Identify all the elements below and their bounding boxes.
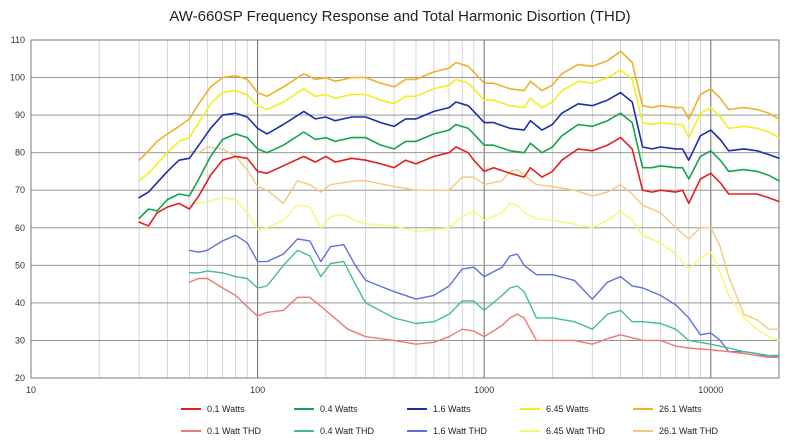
legend-item: 1.6 Watt THD	[407, 424, 487, 438]
legend-item: 0.4 Watts	[294, 402, 358, 416]
y-tick-label: 50	[15, 260, 25, 270]
y-tick-label: 110	[11, 35, 25, 45]
y-tick-label: 80	[15, 148, 25, 158]
legend-swatch	[294, 408, 314, 410]
chart-title: AW-660SP Frequency Response and Total Ha…	[169, 8, 631, 25]
series-line	[138, 136, 780, 227]
series-line	[138, 50, 780, 161]
series-layer	[138, 50, 780, 358]
axis-layer: 20 30 40 50 60 70 80 90 100 110 10 100 1000 10000	[10, 35, 723, 395]
series-line	[138, 91, 780, 199]
series-line	[188, 234, 780, 358]
legend-item: 0.4 Watt THD	[294, 424, 374, 438]
legend-label: 26.1 Watt THD	[659, 426, 719, 436]
legend-label: 1.6 Watts	[433, 404, 471, 414]
legend-item: 0.1 Watt THD	[181, 424, 261, 438]
y-tick-label: 60	[15, 223, 25, 233]
legend-label: 1.6 Watt THD	[433, 426, 488, 436]
grid-layer	[30, 39, 780, 379]
series-line	[138, 112, 780, 220]
legend-row: 0.1 Watt THD 0.4 Watt THD 1.6 Watt THD 6.45…	[0, 424, 800, 440]
legend-item: 6.45 Watts	[520, 402, 589, 416]
series-line	[188, 249, 780, 357]
legend-label: 6.45 Watt THD	[546, 426, 606, 436]
legend-swatch	[181, 430, 201, 432]
legend-swatch	[520, 430, 540, 432]
legend-swatch	[633, 408, 653, 410]
legend-row: 0.1 Watts 0.4 Watts 1.6 Watts 6.45 Watts 26.…	[0, 402, 800, 418]
y-tick-label: 40	[15, 298, 25, 308]
legend-swatch	[520, 408, 540, 410]
legend-swatch	[407, 408, 427, 410]
legend-label: 26.1 Watts	[659, 404, 702, 414]
y-tick-label: 90	[15, 110, 25, 120]
legend-item: 6.45 Watt THD	[520, 424, 605, 438]
plot-area	[31, 40, 779, 378]
series-line	[188, 277, 780, 358]
legend-label: 0.4 Watts	[320, 404, 358, 414]
x-tick-label: 100	[250, 385, 265, 395]
x-tick-label: 10	[26, 385, 36, 395]
legend-swatch	[633, 430, 653, 432]
legend-item: 26.1 Watts	[633, 402, 702, 416]
legend-item: 0.1 Watts	[181, 402, 245, 416]
legend-label: 6.45 Watts	[546, 404, 589, 414]
legend-item: 26.1 Watt THD	[633, 424, 718, 438]
plot-frame	[30, 39, 780, 379]
legend-label: 0.4 Watt THD	[320, 426, 375, 436]
y-tick-label: 100	[10, 73, 25, 83]
legend-swatch	[407, 430, 427, 432]
series-line	[138, 69, 780, 182]
legend-swatch	[181, 408, 201, 410]
y-tick-label: 20	[15, 373, 25, 383]
legend-label: 0.1 Watts	[207, 404, 245, 414]
legend-item: 1.6 Watts	[407, 402, 471, 416]
y-tick-label: 30	[15, 335, 25, 345]
x-tick-label: 1000	[474, 385, 494, 395]
y-tick-label: 70	[15, 185, 25, 195]
legend-swatch	[294, 430, 314, 432]
x-tick-label: 10000	[698, 385, 723, 395]
legend-label: 0.1 Watt THD	[207, 426, 262, 436]
series-line	[188, 197, 780, 342]
series-line	[188, 146, 780, 330]
